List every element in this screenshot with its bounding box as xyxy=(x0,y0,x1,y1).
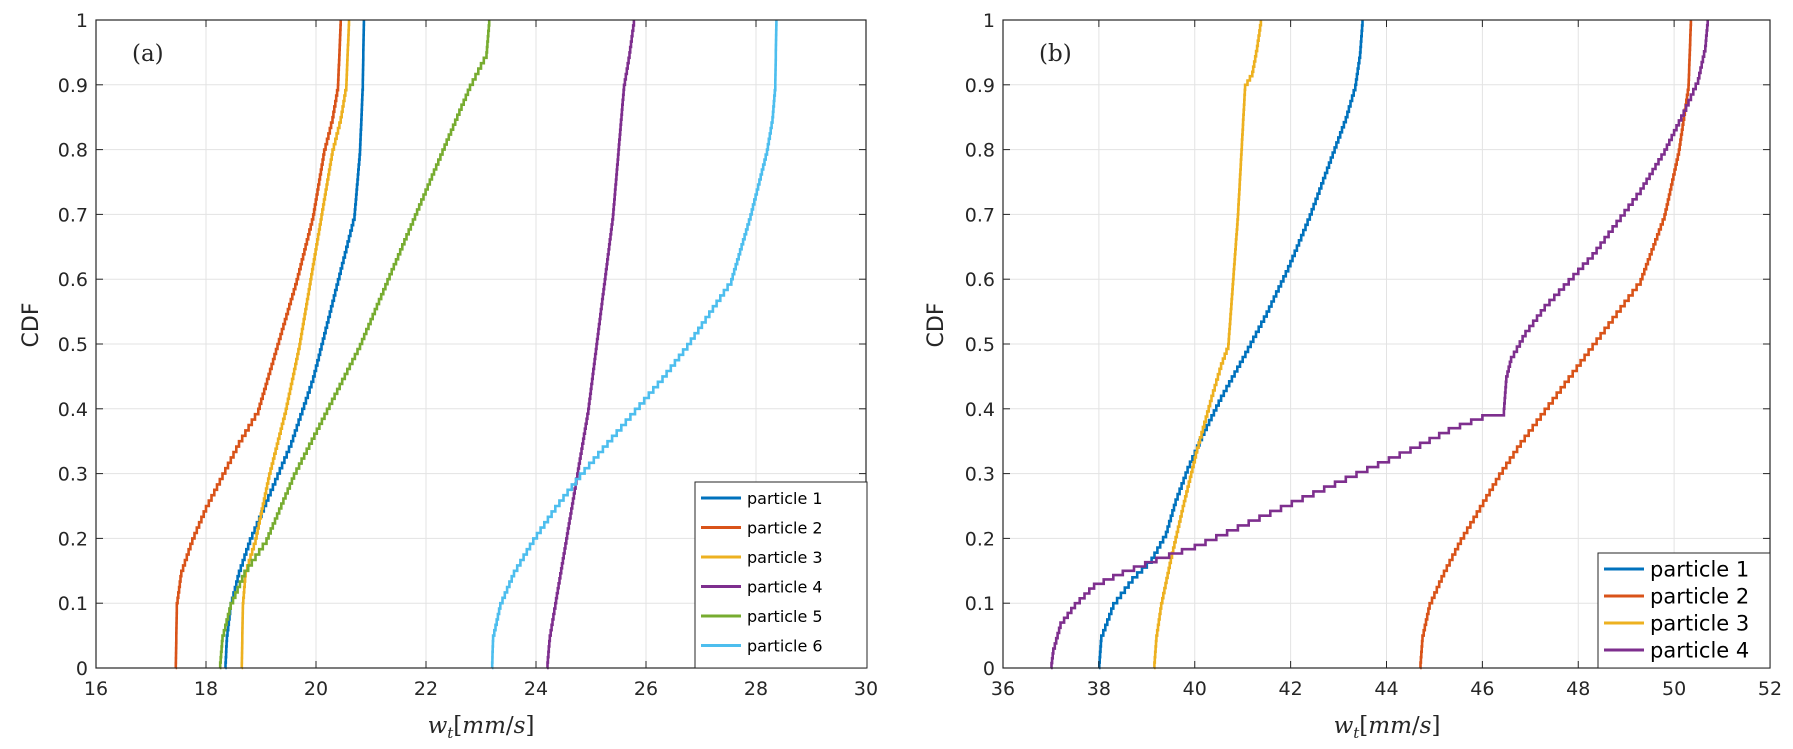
panel-a-legend-label-3: particle 3 xyxy=(747,548,823,567)
panel-b-ytick-label: 0.4 xyxy=(965,399,995,421)
panel-b: 36 38 40 42 44 46 48 50 52 0 0.1 0.2 0.3 0.4 0.5 0.6 0.7… xyxy=(924,10,1782,742)
panel-a-xtick-label: 24 xyxy=(524,678,548,700)
panel-b-xtick-label: 48 xyxy=(1566,678,1590,700)
panel-a-ytick-label: 0.5 xyxy=(58,334,88,356)
panel-b-series-2-line xyxy=(1419,20,1693,670)
panel-b-ytick-label: 0.6 xyxy=(965,269,995,291)
panel-a-xtick-label: 16 xyxy=(84,678,108,700)
panel-b-legend-label-4: particle 4 xyxy=(1650,639,1749,663)
panel-a-ytick-label: 0.7 xyxy=(58,204,88,226)
panel-a-ytick-label: 0.3 xyxy=(58,464,88,486)
panel-a-xtick-label: 20 xyxy=(304,678,328,700)
panel-a-ytick-label: 0.8 xyxy=(58,140,88,162)
panel-b-series-4-line xyxy=(1050,20,1709,670)
panel-b-xtick-label: 50 xyxy=(1662,678,1686,700)
panel-a-legend-label-5: particle 5 xyxy=(747,607,823,626)
panel-b-ytick-label: 0.7 xyxy=(965,204,995,226)
panel-b-xtick-label: 38 xyxy=(1087,678,1111,700)
panel-a-series-4-line xyxy=(546,20,636,670)
panel-b-legend-label-1: particle 1 xyxy=(1650,558,1749,582)
panel-a: 16 18 20 22 24 26 28 30 0 0.1 0.2 0.3 0.4 0.5 0.6 0.7 0.… xyxy=(19,10,878,742)
panel-a-ytick-label: 0.1 xyxy=(58,593,88,615)
panel-a-xtick-label: 26 xyxy=(634,678,658,700)
panel-a-label: (a) xyxy=(132,41,164,67)
panel-b-label: (b) xyxy=(1039,41,1072,67)
panel-a-legend-label-4: particle 4 xyxy=(747,577,823,596)
panel-a-legend-label-2: particle 2 xyxy=(747,518,823,537)
panel-a-ytick-label: 0.6 xyxy=(58,269,88,291)
panel-a-series-2-line xyxy=(174,20,342,670)
panel-b-ytick-label: 0.5 xyxy=(965,334,995,356)
panel-b-legend: particle 1 particle 2 particle 3 particle 4 xyxy=(1597,552,1771,669)
panel-a-legend: particle 1 particle 2 particle 3 particle 4… xyxy=(694,481,868,669)
panel-b-xtick-label: 36 xyxy=(991,678,1015,700)
panel-b-xtick-label: 40 xyxy=(1183,678,1207,700)
panel-b-series-1-line xyxy=(1098,20,1364,670)
panel-b-xtick-label: 44 xyxy=(1374,678,1398,700)
panel-a-series-5-line xyxy=(218,20,491,670)
panel-a-xtick-label: 28 xyxy=(744,678,768,700)
panel-a-legend-label-6: particle 6 xyxy=(747,636,823,655)
panel-a-xtick-label: 22 xyxy=(414,678,438,700)
panel-b-xtick-label: 46 xyxy=(1470,678,1494,700)
panel-a-xtick-label: 18 xyxy=(194,678,218,700)
panel-b-ytick-label: 0.3 xyxy=(965,464,995,486)
panel-b-ylabel: CDF xyxy=(924,303,949,348)
panel-a-xtick-label: 30 xyxy=(854,678,878,700)
panel-a-series-1-line xyxy=(224,20,366,670)
panel-b-ytick-label: 0.2 xyxy=(965,528,995,550)
panel-b-xlabel: wt[mm/s] xyxy=(1334,713,1441,742)
panel-a-ylabel: CDF xyxy=(19,303,44,348)
panel-b-xtick-label: 52 xyxy=(1758,678,1782,700)
panel-a-legend-label-1: particle 1 xyxy=(747,489,823,508)
panel-a-legend-box xyxy=(694,481,868,669)
panel-b-series-3-line xyxy=(1153,20,1263,670)
panel-b-ytick-label: 1 xyxy=(983,10,995,32)
panel-b-ytick-label: 0.9 xyxy=(965,75,995,97)
panel-a-ytick-label: 0 xyxy=(76,658,88,680)
panel-a-ytick-label: 0.9 xyxy=(58,75,88,97)
panel-a-series-6-line xyxy=(490,20,778,670)
panel-b-ytick-label: 0 xyxy=(983,658,995,680)
panel-a-ytick-label: 1 xyxy=(76,10,88,32)
panel-b-legend-label-2: particle 2 xyxy=(1650,585,1749,609)
panel-b-ytick-label: 0.8 xyxy=(965,140,995,162)
panel-a-ytick-label: 0.4 xyxy=(58,399,88,421)
panel-b-xtick-label: 42 xyxy=(1279,678,1303,700)
panel-b-legend-label-3: particle 3 xyxy=(1650,612,1749,636)
panel-a-xlabel: wt[mm/s] xyxy=(428,713,535,742)
panel-b-ytick-label: 0.1 xyxy=(965,593,995,615)
panel-a-series-3-line xyxy=(240,20,351,670)
panel-a-ytick-label: 0.2 xyxy=(58,528,88,550)
